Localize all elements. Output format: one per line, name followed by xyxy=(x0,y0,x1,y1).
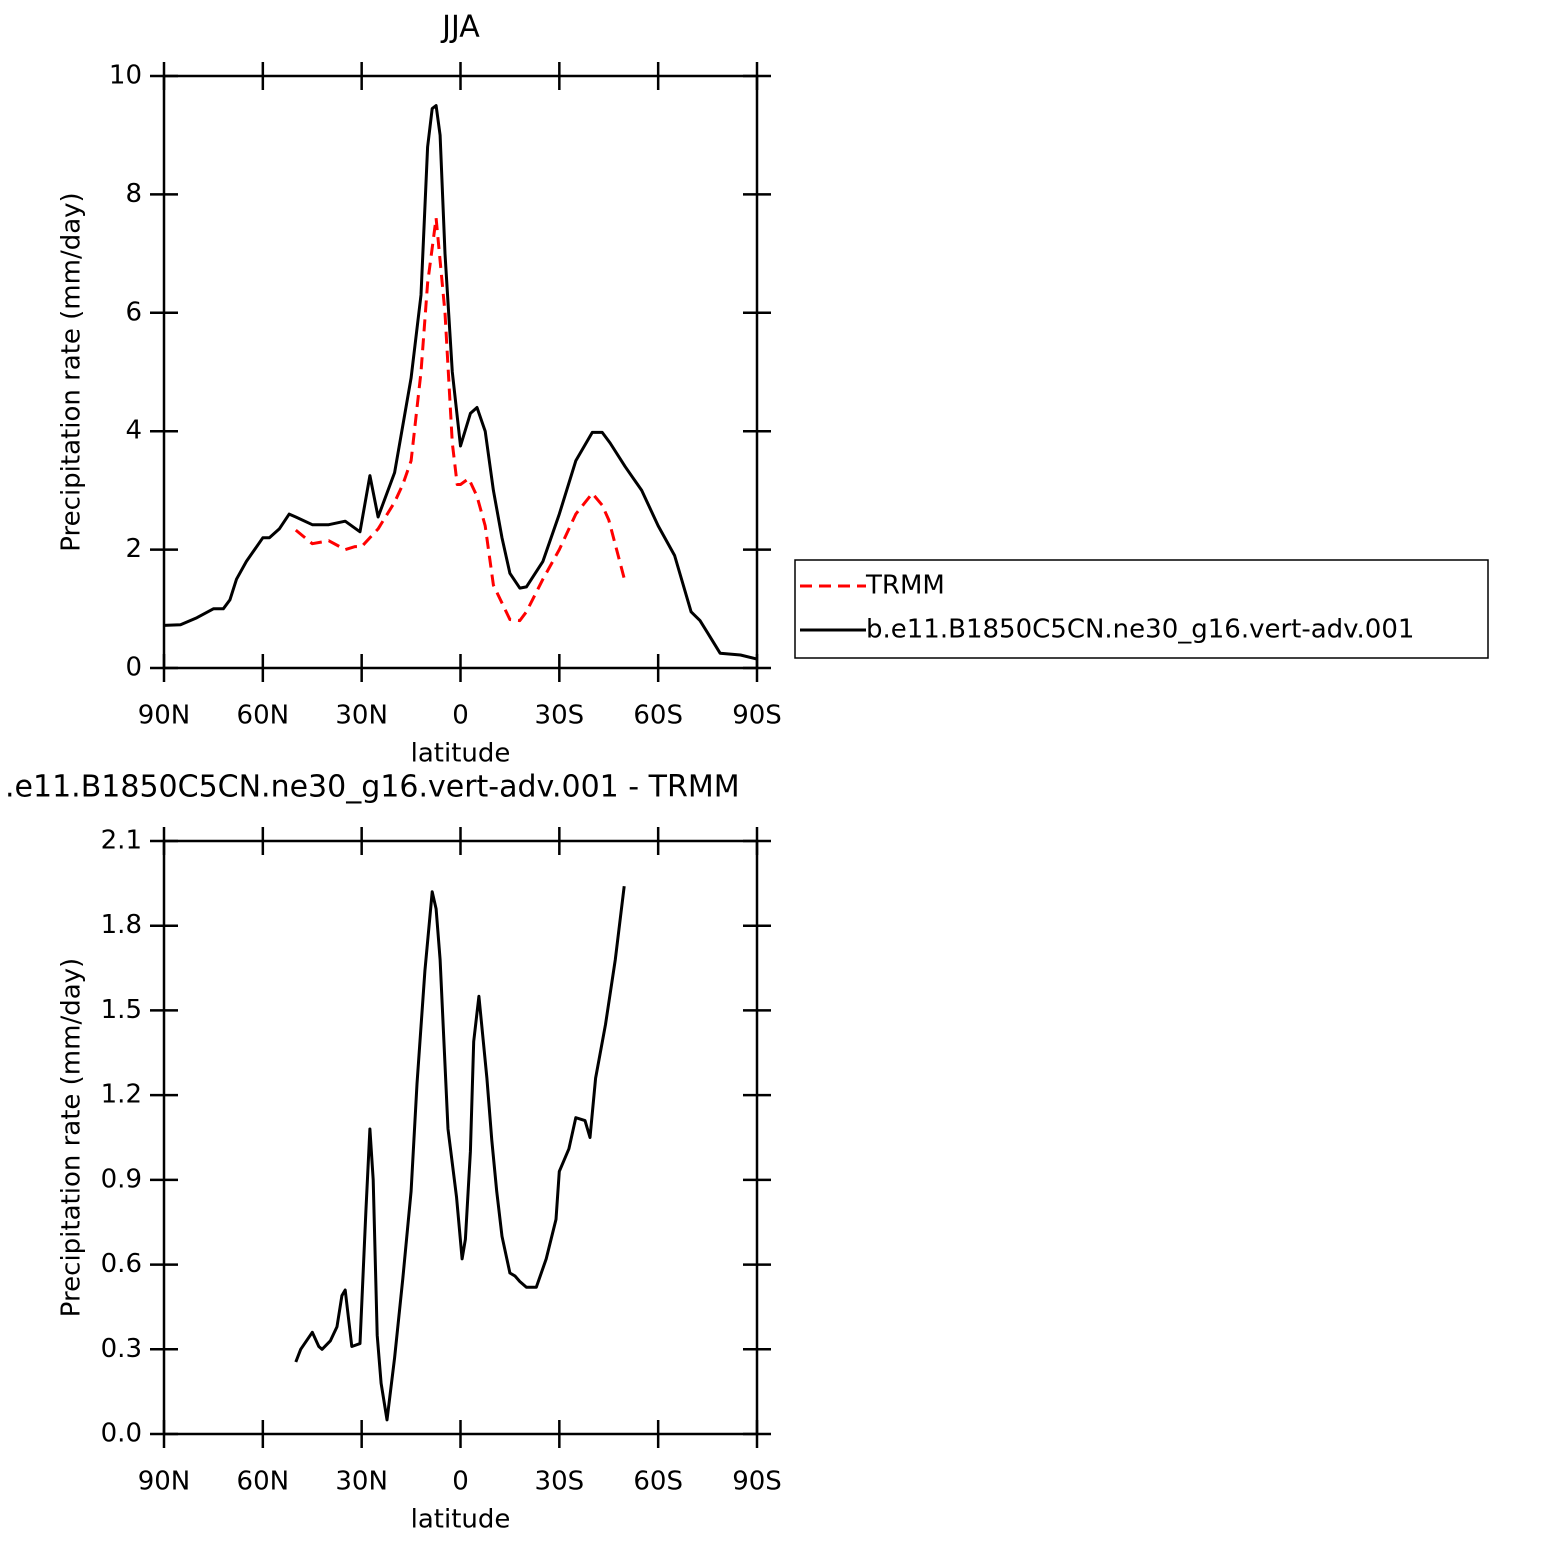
series-line xyxy=(294,216,627,623)
y-tick-label: 0.3 xyxy=(101,1334,142,1364)
y-tick-label: 0 xyxy=(125,653,142,683)
x-tick-label: 60S xyxy=(633,1467,683,1497)
x-tick-label: 60S xyxy=(633,701,683,731)
plot-frame xyxy=(162,839,759,1436)
y-axis-label: Precipitation rate (mm/day) xyxy=(57,192,87,551)
y-axis-label: Precipitation rate (mm/day) xyxy=(57,958,87,1317)
x-tick-label: 60N xyxy=(237,701,290,731)
x-tick-label: 90S xyxy=(732,1467,782,1497)
x-tick-label: 30S xyxy=(535,1467,585,1497)
x-tick-label: 30N xyxy=(335,1467,388,1497)
x-tick-label: 90N xyxy=(138,701,191,731)
y-tick-label: 1.8 xyxy=(101,910,142,940)
y-tick-label: 2 xyxy=(125,534,142,564)
y-tick-label: 0.9 xyxy=(101,1164,142,1194)
y-tick-label: 2.1 xyxy=(101,826,142,856)
chart-title: JJA xyxy=(440,10,480,45)
series-line xyxy=(294,886,626,1422)
x-tick-label: 90S xyxy=(732,701,782,731)
y-tick-label: 8 xyxy=(125,179,142,209)
y-tick-label: 0.0 xyxy=(101,1419,142,1449)
x-tick-label: 90N xyxy=(138,1467,191,1497)
series-line xyxy=(163,104,758,661)
legend-box xyxy=(794,559,1489,659)
x-tick-label: 30S xyxy=(535,701,585,731)
x-axis-label: latitude xyxy=(411,739,511,769)
chart-title: .e11.B1850C5CN.ne30_g16.vert-adv.001 - T… xyxy=(5,770,740,805)
y-tick-label: 10 xyxy=(109,61,142,91)
x-tick-label: 60N xyxy=(237,1467,290,1497)
x-axis-label: latitude xyxy=(411,1505,511,1535)
x-tick-label: 30N xyxy=(335,701,388,731)
y-tick-label: 1.5 xyxy=(101,995,142,1025)
plot-frame xyxy=(162,74,759,670)
y-tick-label: 4 xyxy=(125,416,142,446)
y-tick-label: 1.2 xyxy=(101,1080,142,1110)
legend-label: TRMM xyxy=(865,571,945,601)
x-tick-label: 0 xyxy=(452,1467,469,1497)
legend-label: b.e11.B1850C5CN.ne30_g16.vert-adv.001 xyxy=(866,615,1414,645)
x-tick-label: 0 xyxy=(452,701,469,731)
y-tick-label: 6 xyxy=(125,297,142,327)
y-tick-label: 0.6 xyxy=(101,1249,142,1279)
